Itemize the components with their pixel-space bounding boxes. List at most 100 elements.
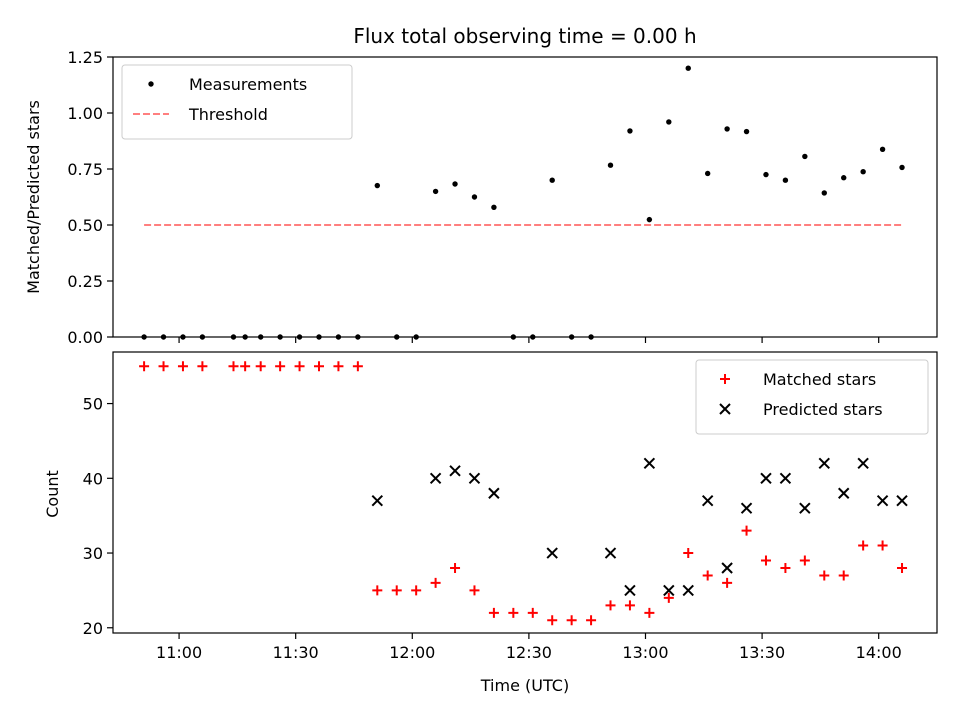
matched-star-point <box>586 615 597 626</box>
legend-label: Measurements <box>189 75 307 94</box>
measurement-point <box>666 119 672 125</box>
measurement-point <box>452 181 458 187</box>
top-chart-y-tick-label: 0.75 <box>67 160 103 179</box>
matched-star-point <box>294 361 305 372</box>
matched-star-point <box>897 562 908 573</box>
matched-star-point <box>333 361 344 372</box>
matched-star-point <box>240 361 251 372</box>
matched-star-point <box>760 555 771 566</box>
bottom-chart-y-tick-label: 40 <box>83 469 103 488</box>
matched-star-point <box>566 615 577 626</box>
bottom-chart-x-tick-label: 12:30 <box>506 643 552 662</box>
bottom-chart-x-tick-label: 13:30 <box>739 643 785 662</box>
matched-star-point <box>877 540 888 551</box>
matched-star-point <box>663 592 674 603</box>
bottom-chart-x-tick-label: 11:30 <box>273 643 319 662</box>
predicted-star-point <box>663 584 675 597</box>
legend-matched-swatch <box>720 374 730 384</box>
legend-label: Predicted stars <box>763 400 883 419</box>
top-chart-y-tick-label: 0.50 <box>67 216 103 235</box>
bottom-chart-series-predicted-stars <box>371 457 908 597</box>
predicted-star-point <box>760 472 772 485</box>
measurement-point <box>743 128 750 135</box>
measurement-point <box>335 334 342 340</box>
measurement-point <box>588 334 594 340</box>
predicted-star-point <box>624 584 636 597</box>
bottom-chart-x-tick-label: 11:00 <box>156 643 202 662</box>
matched-star-point <box>819 570 830 581</box>
measurement-point <box>607 162 614 168</box>
matched-star-point <box>391 585 402 596</box>
measurement-point <box>242 334 248 340</box>
measurement-point <box>841 175 847 181</box>
matched-star-point <box>450 562 461 573</box>
legend-box <box>121 64 353 140</box>
matched-star-point <box>547 615 558 626</box>
x-axis-label: Time (UTC) <box>480 676 569 695</box>
measurement-point <box>627 128 633 134</box>
predicted-star-point <box>449 465 461 477</box>
legend-label: Threshold <box>188 105 268 124</box>
measurement-point <box>316 334 322 340</box>
predicted-star-point <box>838 487 850 499</box>
predicted-star-point <box>546 547 558 559</box>
matched-star-point <box>372 585 383 596</box>
legend-predicted-swatch <box>719 403 731 415</box>
predicted-star-point <box>740 502 753 514</box>
measurement-point <box>802 153 808 160</box>
bottom-chart-y-axis-label: Count <box>43 470 62 518</box>
measurement-point <box>230 334 237 340</box>
bottom-chart: 20 30 40 50 11:00 11:30 12:00 12:30 13:00 13:30 14… <box>83 351 938 662</box>
measurement-point <box>763 171 769 178</box>
measurement-point <box>413 334 419 340</box>
matched-star-point <box>197 361 208 372</box>
measurement-point <box>180 334 186 340</box>
matched-star-point <box>275 361 286 372</box>
legend-label: Matched stars <box>763 370 876 389</box>
top-chart-series-measurements <box>141 65 905 340</box>
measurement-point <box>394 334 400 340</box>
predicted-star-point <box>721 562 733 574</box>
matched-star-point <box>624 600 635 611</box>
top-chart-y-tick-label: 0.25 <box>67 272 103 291</box>
measurement-point <box>568 334 575 340</box>
matched-star-point <box>799 555 810 566</box>
top-chart-y-tick-label: 1.25 <box>67 48 103 67</box>
measurement-point <box>471 194 478 200</box>
matched-star-point <box>411 585 422 596</box>
predicted-star-point <box>429 472 442 485</box>
measurement-point <box>549 177 555 183</box>
legend-measurement-swatch <box>148 81 154 87</box>
predicted-star-point <box>488 487 500 499</box>
predicted-star-point <box>371 495 384 507</box>
matched-star-point <box>605 600 616 611</box>
measurement-point <box>374 182 381 189</box>
predicted-star-point <box>468 472 481 485</box>
measurement-point <box>704 170 711 177</box>
top-chart-y-axis-label: Matched/Predicted stars <box>24 100 43 294</box>
measurement-point <box>510 334 517 340</box>
top-chart-y-tick-label: 1.00 <box>67 104 103 123</box>
bottom-chart-y-tick-label: 30 <box>83 544 103 563</box>
bottom-chart-series-matched-stars <box>139 361 908 626</box>
measurement-point <box>432 188 439 195</box>
matched-star-point <box>644 607 655 618</box>
measurement-point <box>199 334 206 340</box>
matched-star-point <box>702 570 713 581</box>
matched-star-point <box>139 361 150 372</box>
predicted-star-point <box>604 547 617 559</box>
measurement-point <box>879 146 886 152</box>
measurement-point <box>899 164 905 171</box>
predicted-star-point <box>857 457 869 470</box>
measurement-point <box>296 334 303 340</box>
bottom-chart-frame <box>112 351 938 634</box>
bottom-chart-x-tick-label: 14:00 <box>856 643 902 662</box>
measurement-point <box>257 334 264 340</box>
bottom-chart-y-tick-label: 50 <box>83 395 103 414</box>
top-chart-frame <box>112 56 938 338</box>
predicted-star-point <box>682 584 694 597</box>
matched-star-point <box>430 577 441 588</box>
top-chart-legend: Measurements Threshold <box>121 64 353 140</box>
measurement-point <box>141 334 147 340</box>
